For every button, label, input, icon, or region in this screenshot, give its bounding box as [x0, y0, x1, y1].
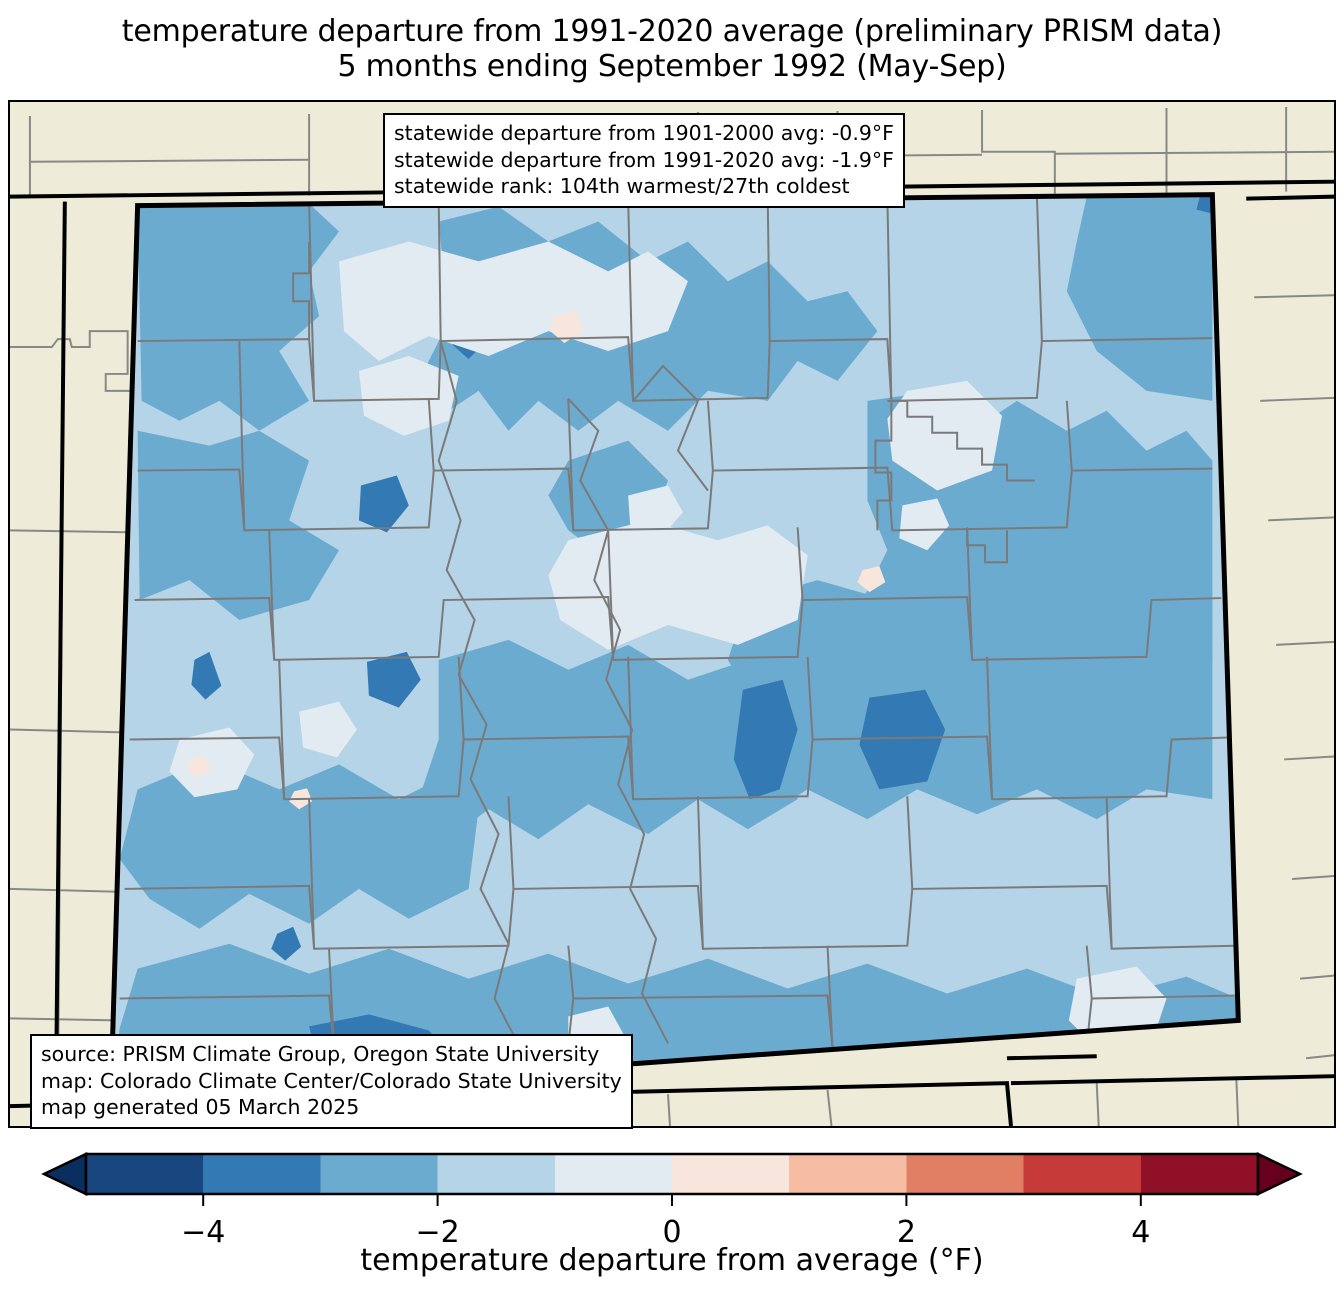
colorbar-tick-label: 4: [1131, 1215, 1150, 1250]
stats-departure-1991-2020: statewide departure from 1991-2020 avg: …: [394, 147, 894, 172]
stats-rank: statewide rank: 104th warmest/27th colde…: [394, 174, 850, 199]
colorbar-band-2: [320, 1154, 438, 1194]
map-panel: [8, 100, 1336, 1128]
colorbar-band-8: [1023, 1154, 1141, 1194]
colorbar-tick-label: −2: [415, 1215, 459, 1250]
statewide-stats-box: statewide departure from 1901-2000 avg: …: [383, 113, 905, 208]
colorbar-over-arrow: [1256, 1152, 1303, 1196]
colorbar-ticks: −4 −2 0 2 4: [181, 1194, 1150, 1250]
colorbar-axis-label: temperature departure from average (°F): [360, 1243, 984, 1278]
colorbar-band-7: [906, 1154, 1024, 1194]
contour-fills: [110, 194, 1239, 1102]
colorbar-tick-label: 2: [897, 1215, 916, 1250]
colorbar-band-5: [672, 1154, 790, 1194]
title-line-2: 5 months ending September 1992 (May-Sep): [337, 49, 1007, 85]
source-credit-box: source: PRISM Climate Group, Oregon Stat…: [30, 1034, 633, 1129]
stats-departure-1901-2000: statewide departure from 1901-2000 avg: …: [394, 121, 894, 145]
colorbar-band-4: [554, 1154, 672, 1194]
colorbar-svg: −4 −2 0 2 4: [41, 1152, 1303, 1250]
colorbar-band-3: [437, 1154, 555, 1194]
colorbar-tick-label: −4: [181, 1215, 225, 1250]
colorbar: −4 −2 0 2 4: [0, 1144, 1344, 1299]
map-generated-line: map generated 05 March 2025: [41, 1095, 360, 1120]
colorbar-band-1: [203, 1154, 321, 1194]
colorbar-band-6: [789, 1154, 907, 1194]
colorado-departure-map: [10, 102, 1334, 1126]
title-line-1: temperature departure from 1991-2020 ave…: [121, 14, 1223, 49]
source-line: source: PRISM Climate Group, Oregon Stat…: [41, 1042, 600, 1066]
map-credit-line: map: Colorado Climate Center/Colorado St…: [41, 1068, 622, 1093]
colorbar-band-0: [86, 1154, 204, 1194]
colorbar-band-9: [1140, 1154, 1258, 1194]
colorado-county-lines: [119, 195, 1237, 1050]
colorbar-tick-label: 0: [662, 1215, 681, 1250]
page-title: temperature departure from 1991-2020 ave…: [0, 14, 1344, 85]
colorbar-bands: [41, 1152, 1303, 1196]
colorbar-under-arrow: [41, 1152, 88, 1196]
